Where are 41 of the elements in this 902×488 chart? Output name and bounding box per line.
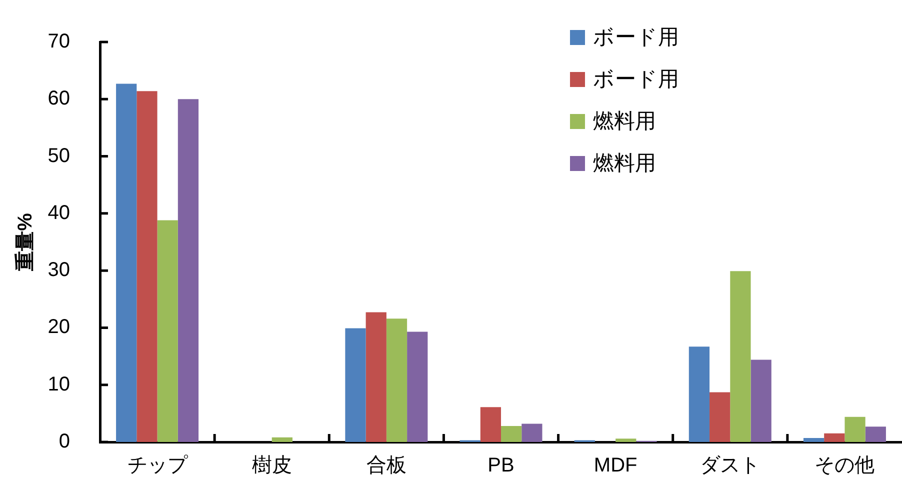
x-tick-label: PB (488, 454, 514, 477)
y-tick-label: 40 (48, 202, 70, 224)
bar (386, 318, 408, 442)
y-tick-label: 0 (58, 430, 70, 453)
bar (844, 416, 866, 442)
bar (407, 332, 428, 442)
bar (522, 424, 542, 442)
bar (710, 392, 730, 442)
x-tick-label: その他 (814, 454, 875, 477)
bar (366, 312, 386, 442)
bar (345, 328, 366, 442)
bar (480, 407, 501, 442)
bar (272, 437, 292, 442)
legend-label: 燃料用 (593, 151, 656, 177)
bar (157, 220, 178, 442)
y-axis-title: 重量% (14, 212, 37, 272)
bar (178, 99, 199, 442)
y-tick-label: 50 (48, 144, 70, 167)
legend-label: 燃料用 (593, 109, 656, 135)
bar (136, 91, 158, 442)
bar (824, 433, 845, 442)
y-tick-label: 20 (48, 316, 70, 338)
bar (116, 84, 137, 442)
x-tick-label: ダスト (700, 454, 760, 477)
bar (750, 360, 772, 442)
y-tick-label: 60 (48, 88, 70, 110)
x-tick-label: MDF (594, 454, 638, 477)
bar (501, 426, 522, 442)
y-tick-label: 10 (48, 373, 70, 396)
legend-label: ボード用 (593, 25, 679, 51)
x-tick-label: チップ (127, 454, 188, 477)
bar (865, 426, 886, 442)
bar (803, 438, 824, 442)
x-tick-label: 合板 (366, 454, 406, 477)
bar (616, 438, 636, 442)
x-tick-label: 樹皮 (252, 454, 292, 477)
bar (688, 346, 710, 442)
legend-label: ボード用 (593, 67, 679, 93)
y-tick-label: 30 (48, 259, 70, 282)
bar (730, 271, 751, 442)
y-tick-label: 70 (48, 30, 70, 53)
